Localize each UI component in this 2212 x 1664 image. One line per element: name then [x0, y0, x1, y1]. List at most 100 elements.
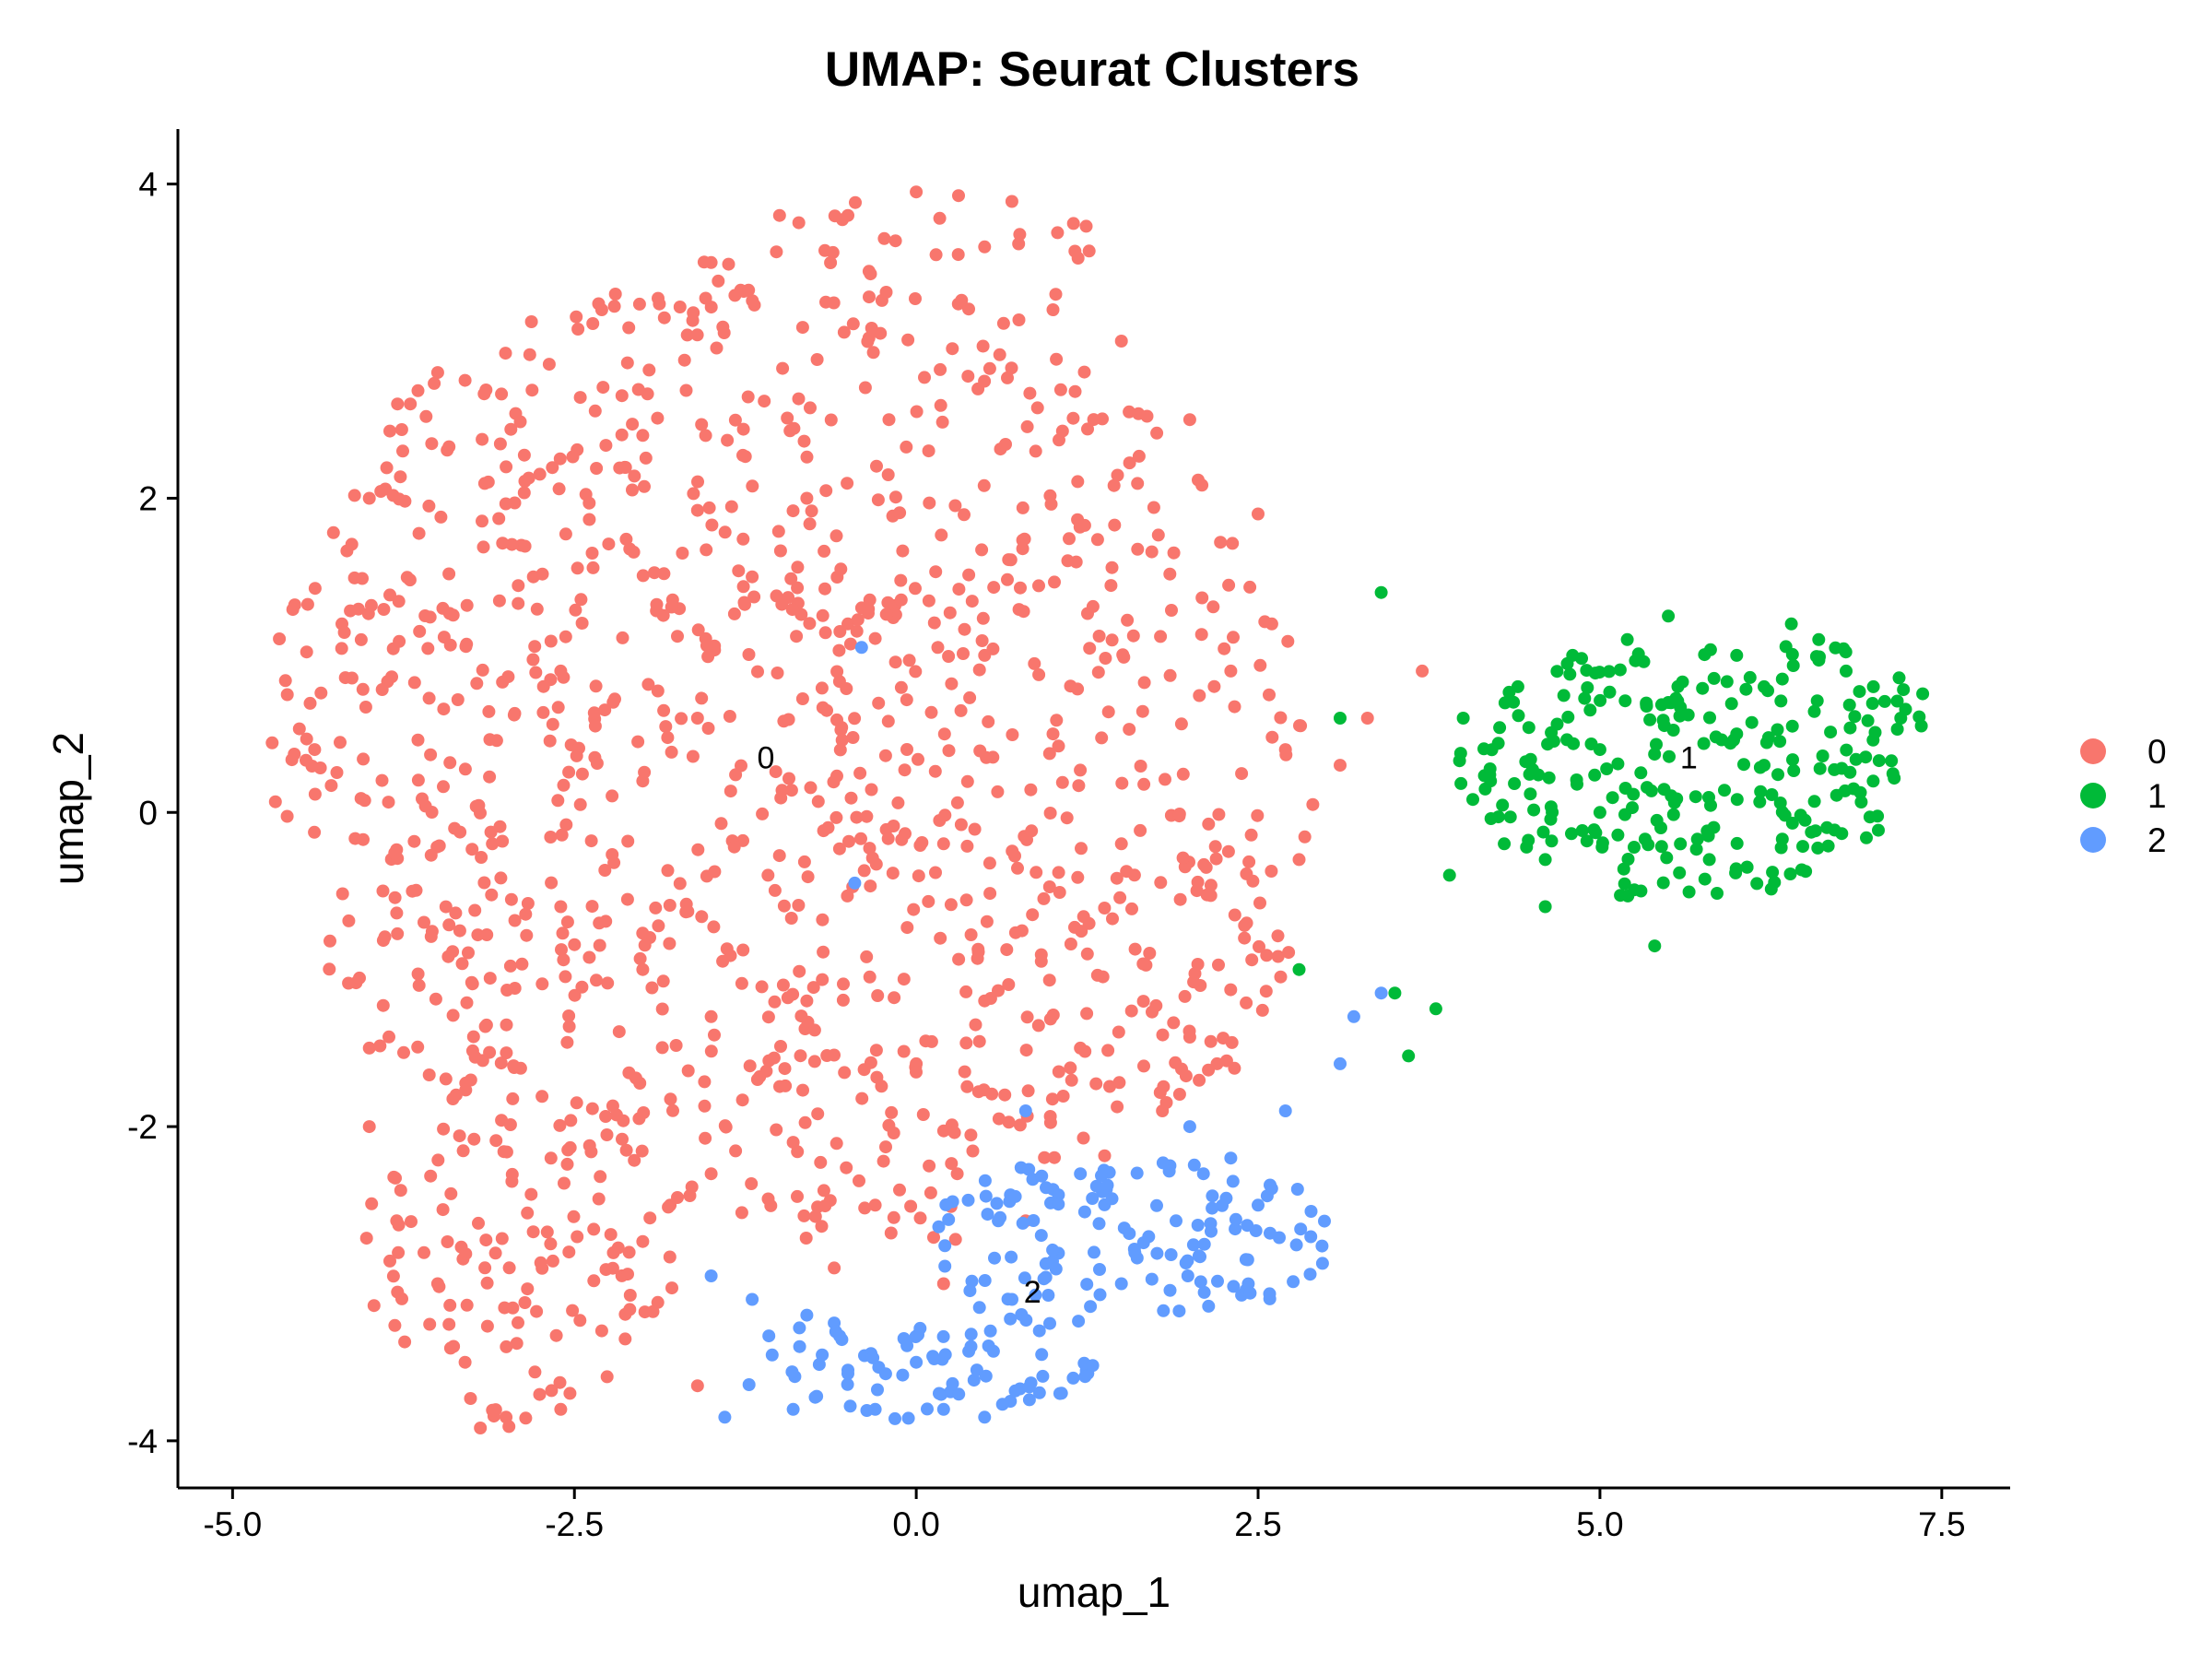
- data-point: [817, 1184, 830, 1198]
- data-point: [1583, 703, 1597, 717]
- data-point: [767, 1051, 781, 1065]
- data-point: [1042, 747, 1056, 761]
- data-point: [1711, 887, 1724, 900]
- data-point: [459, 1247, 473, 1261]
- data-point: [791, 1189, 804, 1203]
- data-point: [459, 1083, 473, 1097]
- data-point: [1075, 842, 1088, 856]
- data-point: [1164, 1248, 1178, 1261]
- data-point: [1702, 791, 1715, 804]
- data-point: [551, 701, 565, 714]
- data-point: [1112, 1025, 1125, 1039]
- data-point: [1545, 834, 1559, 848]
- data-point: [1768, 876, 1782, 890]
- data-point: [888, 991, 901, 1005]
- data-point: [1740, 860, 1754, 874]
- data-point: [1835, 761, 1849, 775]
- data-point: [403, 573, 417, 587]
- data-point: [354, 632, 368, 646]
- x-tick-label: -5.0: [203, 1505, 262, 1543]
- data-point: [546, 717, 559, 731]
- data-point: [1163, 668, 1177, 682]
- data-point: [1069, 555, 1083, 569]
- data-point: [562, 1245, 576, 1259]
- data-point: [412, 978, 426, 992]
- data-point: [449, 906, 463, 920]
- data-point: [584, 834, 598, 848]
- data-point: [1584, 738, 1598, 750]
- series-1-points: [1292, 585, 1930, 1063]
- data-point: [1068, 920, 1081, 934]
- data-point: [553, 1118, 567, 1132]
- data-point: [978, 1274, 992, 1287]
- data-point: [1043, 1115, 1057, 1129]
- y-axis-title: umap_2: [44, 732, 92, 885]
- data-point: [388, 1318, 402, 1332]
- data-point: [1066, 217, 1080, 230]
- data-point: [1101, 705, 1115, 719]
- data-point: [877, 231, 891, 245]
- data-point: [834, 562, 848, 576]
- data-point: [477, 540, 490, 554]
- data-point: [922, 594, 935, 608]
- data-point: [885, 1105, 899, 1119]
- data-point: [663, 899, 677, 912]
- data-point: [1761, 684, 1774, 698]
- data-point: [879, 286, 893, 299]
- data-point: [1853, 785, 1867, 799]
- data-point: [645, 981, 659, 995]
- data-point: [1022, 1380, 1036, 1394]
- data-point: [571, 1230, 584, 1244]
- data-point: [592, 297, 606, 311]
- data-point: [1056, 1090, 1070, 1103]
- data-point: [1541, 738, 1555, 751]
- data-point: [422, 691, 436, 705]
- data-point: [1754, 785, 1768, 798]
- data-point: [488, 1246, 502, 1260]
- data-point: [657, 311, 671, 325]
- data-point: [887, 1127, 900, 1139]
- legend-key-0: [2080, 738, 2106, 764]
- data-point: [453, 924, 466, 938]
- data-point: [761, 1192, 775, 1206]
- data-point: [1219, 1054, 1233, 1068]
- data-point: [1783, 867, 1797, 880]
- data-point: [817, 945, 830, 959]
- data-point: [633, 951, 647, 965]
- data-point: [494, 1056, 508, 1070]
- x-axis-title: umap_1: [1018, 1568, 1171, 1616]
- data-point: [443, 756, 457, 770]
- data-point: [636, 926, 650, 940]
- data-point: [521, 1206, 535, 1220]
- data-point: [1402, 1049, 1416, 1063]
- data-point: [636, 962, 650, 976]
- data-point: [1840, 664, 1853, 678]
- data-point: [1192, 1249, 1206, 1263]
- data-point: [1072, 1315, 1086, 1328]
- data-point: [551, 794, 565, 808]
- data-point: [418, 1245, 430, 1259]
- data-point: [553, 1375, 567, 1389]
- data-point: [699, 1131, 712, 1145]
- data-point: [441, 1235, 454, 1248]
- data-point: [1374, 986, 1388, 1000]
- data-point: [832, 643, 846, 657]
- data-point: [909, 292, 922, 305]
- data-point: [585, 1102, 599, 1115]
- data-point: [1865, 697, 1879, 710]
- data-point: [500, 1339, 513, 1353]
- data-point: [952, 583, 966, 596]
- data-point: [441, 950, 455, 963]
- data-point: [637, 1106, 651, 1119]
- data-point: [1150, 1246, 1164, 1260]
- data-point: [1656, 714, 1670, 727]
- data-point: [300, 753, 312, 767]
- data-point: [959, 1036, 973, 1050]
- data-point: [483, 1045, 497, 1059]
- data-point: [964, 1128, 978, 1142]
- data-point: [1042, 880, 1056, 893]
- data-point: [651, 411, 665, 425]
- data-point: [1890, 694, 1904, 708]
- data-point: [1824, 726, 1838, 739]
- data-point: [664, 1092, 677, 1106]
